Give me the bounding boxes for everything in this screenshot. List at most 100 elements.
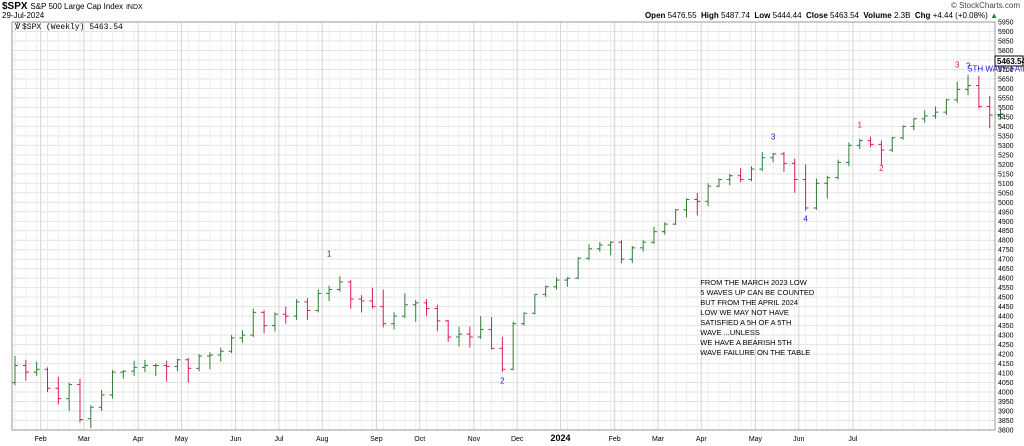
annotation-line: FROM THE MARCH 2023 LOW — [700, 278, 807, 287]
high-label: High — [701, 11, 719, 20]
ohlc-bar — [672, 208, 679, 226]
y-tick-label: 4800 — [998, 238, 1014, 245]
ohlc-bar — [131, 360, 138, 376]
ohlc-bar — [33, 361, 40, 376]
volume-label: Volume — [863, 11, 892, 20]
up-arrow-icon: ▲ — [990, 11, 998, 20]
symbol-description: S&P 500 Large Cap Index — [30, 2, 124, 11]
ohlc-bar — [921, 110, 928, 123]
ohlc-bar — [401, 293, 408, 319]
ohlc-bar — [835, 159, 842, 180]
x-tick-label: Mar — [78, 436, 91, 443]
y-tick-label: 4850 — [998, 228, 1014, 235]
y-tick-label: 4150 — [998, 361, 1014, 368]
ohlc-bar — [282, 306, 289, 324]
y-tick-label: 5800 — [998, 48, 1014, 55]
annotation-line: WAVE FAILURE ON THE TABLE — [700, 348, 810, 357]
symbol-title: $SPX S&P 500 Large Cap Index INDX — [2, 1, 143, 12]
ohlc-bar — [845, 142, 852, 167]
chart-date: 29-Jul-2024 — [2, 11, 45, 20]
y-tick-label: 4500 — [998, 295, 1014, 302]
ohlc-bar — [87, 405, 94, 429]
annotation-line: 5 WAVES UP CAN BE COUNTED — [700, 288, 815, 297]
close-value: 5463.54 — [830, 11, 859, 20]
ohlc-bar — [715, 178, 722, 188]
ohlc-bar — [477, 316, 484, 339]
y-tick-label: 5950 — [998, 20, 1014, 27]
ohlc-bar — [271, 312, 278, 332]
y-tick-label: 4600 — [998, 276, 1014, 283]
ohlc-bar — [759, 151, 766, 171]
y-tick-label: 5200 — [998, 162, 1014, 169]
y-tick-label: 4250 — [998, 342, 1014, 349]
ohlc-bar — [315, 289, 322, 313]
ohlc-bar — [217, 347, 224, 362]
x-tick-label: Jul — [274, 436, 283, 443]
y-tick-label: 4950 — [998, 209, 1014, 216]
ohlc-bar — [304, 298, 311, 320]
y-tick-label: 5250 — [998, 152, 1014, 159]
ohlc-bar — [206, 352, 213, 370]
ohlc-bar — [358, 295, 365, 313]
ohlc-bar — [596, 242, 603, 252]
ohlc-bar — [510, 321, 517, 371]
ohlc-bar — [499, 337, 506, 373]
x-tick-label: Mar — [652, 436, 665, 443]
x-tick-label: 2024 — [550, 433, 570, 443]
wave-label: 3 — [955, 61, 960, 70]
ohlc-bar — [174, 358, 181, 372]
volume-value: 2.3B — [893, 11, 911, 20]
ohlc-bar — [932, 106, 939, 119]
y-tick-label: 3800 — [998, 428, 1014, 435]
annotation-line: SATISFIED A 5H OF A 5TH — [700, 318, 791, 327]
ohlc-bar — [380, 289, 387, 328]
ohlc-bar — [152, 363, 159, 376]
ohlc-bar — [802, 164, 809, 211]
last-price-box — [994, 55, 1024, 67]
legend: ℣ $SPX (Weekly) 5463.54 — [15, 22, 123, 32]
wave-label: 3 — [771, 133, 776, 142]
y-tick-label: 4300 — [998, 333, 1014, 340]
ohlc-bars — [12, 75, 1004, 429]
x-tick-label: Apr — [696, 436, 708, 443]
y-tick-label: 4050 — [998, 380, 1014, 387]
ohlc-bar — [900, 125, 907, 140]
y-tick-label: 3950 — [998, 399, 1014, 406]
ohlc-bar — [391, 312, 398, 330]
ohlc-bar — [336, 276, 343, 292]
ohlc-bar — [694, 192, 701, 216]
ohlc-bar — [780, 151, 787, 172]
ohlc-bar — [466, 326, 473, 348]
ohlc-bar — [965, 75, 972, 96]
ohlc-bar — [488, 317, 495, 350]
wave-label: 5TH WAVE FAILURE — [968, 64, 1024, 73]
ohlc-bar — [76, 378, 83, 423]
plot-frame — [11, 21, 996, 431]
x-tick-label: Nov — [468, 436, 481, 443]
ohlc-bar — [585, 244, 592, 261]
y-tick-label: 3900 — [998, 409, 1014, 416]
ohlc-bar — [954, 81, 961, 103]
ohlc-bar — [629, 245, 636, 264]
y-tick-label: 4400 — [998, 314, 1014, 321]
y-tick-label: 5900 — [998, 29, 1014, 36]
ohlc-bar — [12, 355, 18, 386]
ohlc-bar — [607, 241, 614, 256]
ohlc-bar — [640, 240, 647, 252]
high-value: 5487.74 — [721, 11, 750, 20]
annotation-line: WE HAVE A BEARISH 5TH — [700, 338, 792, 347]
ohlc-bar — [737, 168, 744, 183]
x-tick-label: Jun — [230, 436, 241, 443]
y-tick-label: 4100 — [998, 371, 1014, 378]
y-axis: 3800 3850 3900 3950 4000 4050 4100 4150 4200 4250… — [998, 20, 1014, 435]
ohlc-bar — [434, 304, 441, 332]
wave-label: ? — [966, 61, 971, 70]
ohlc-bar — [326, 285, 333, 301]
x-tick-label: Jun — [793, 436, 804, 443]
ohlc-bar — [120, 370, 127, 379]
y-tick-label: 5500 — [998, 105, 1014, 112]
x-tick-label: Feb — [609, 436, 621, 443]
ohlc-bar — [683, 198, 690, 218]
ohlc-bar — [661, 222, 668, 235]
annotation-line: LOW WE MAY NOT HAVE — [700, 308, 789, 317]
